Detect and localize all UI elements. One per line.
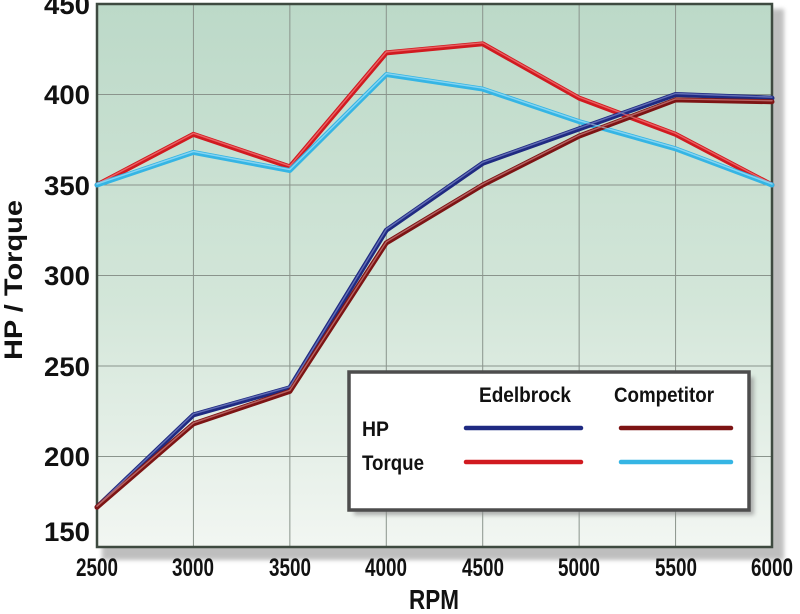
svg-text:450: 450 xyxy=(44,0,90,20)
svg-text:250: 250 xyxy=(44,352,90,382)
svg-text:4500: 4500 xyxy=(462,554,504,582)
svg-text:5500: 5500 xyxy=(655,554,697,582)
svg-text:200: 200 xyxy=(44,442,90,472)
svg-text:Competitor: Competitor xyxy=(614,384,714,407)
svg-text:350: 350 xyxy=(44,171,90,201)
svg-text:150: 150 xyxy=(44,517,90,547)
svg-text:5000: 5000 xyxy=(558,554,600,582)
svg-text:6000: 6000 xyxy=(751,554,793,582)
svg-text:4000: 4000 xyxy=(365,554,407,582)
svg-text:HP / Torque: HP / Torque xyxy=(0,200,28,360)
svg-text:3000: 3000 xyxy=(172,554,214,582)
svg-text:300: 300 xyxy=(44,261,90,291)
svg-text:HP: HP xyxy=(362,418,389,441)
svg-text:RPM: RPM xyxy=(409,584,459,614)
svg-text:Torque: Torque xyxy=(362,452,424,475)
svg-text:400: 400 xyxy=(44,80,90,110)
svg-text:3500: 3500 xyxy=(269,554,311,582)
svg-text:2500: 2500 xyxy=(76,554,118,582)
svg-text:Edelbrock: Edelbrock xyxy=(479,384,571,407)
